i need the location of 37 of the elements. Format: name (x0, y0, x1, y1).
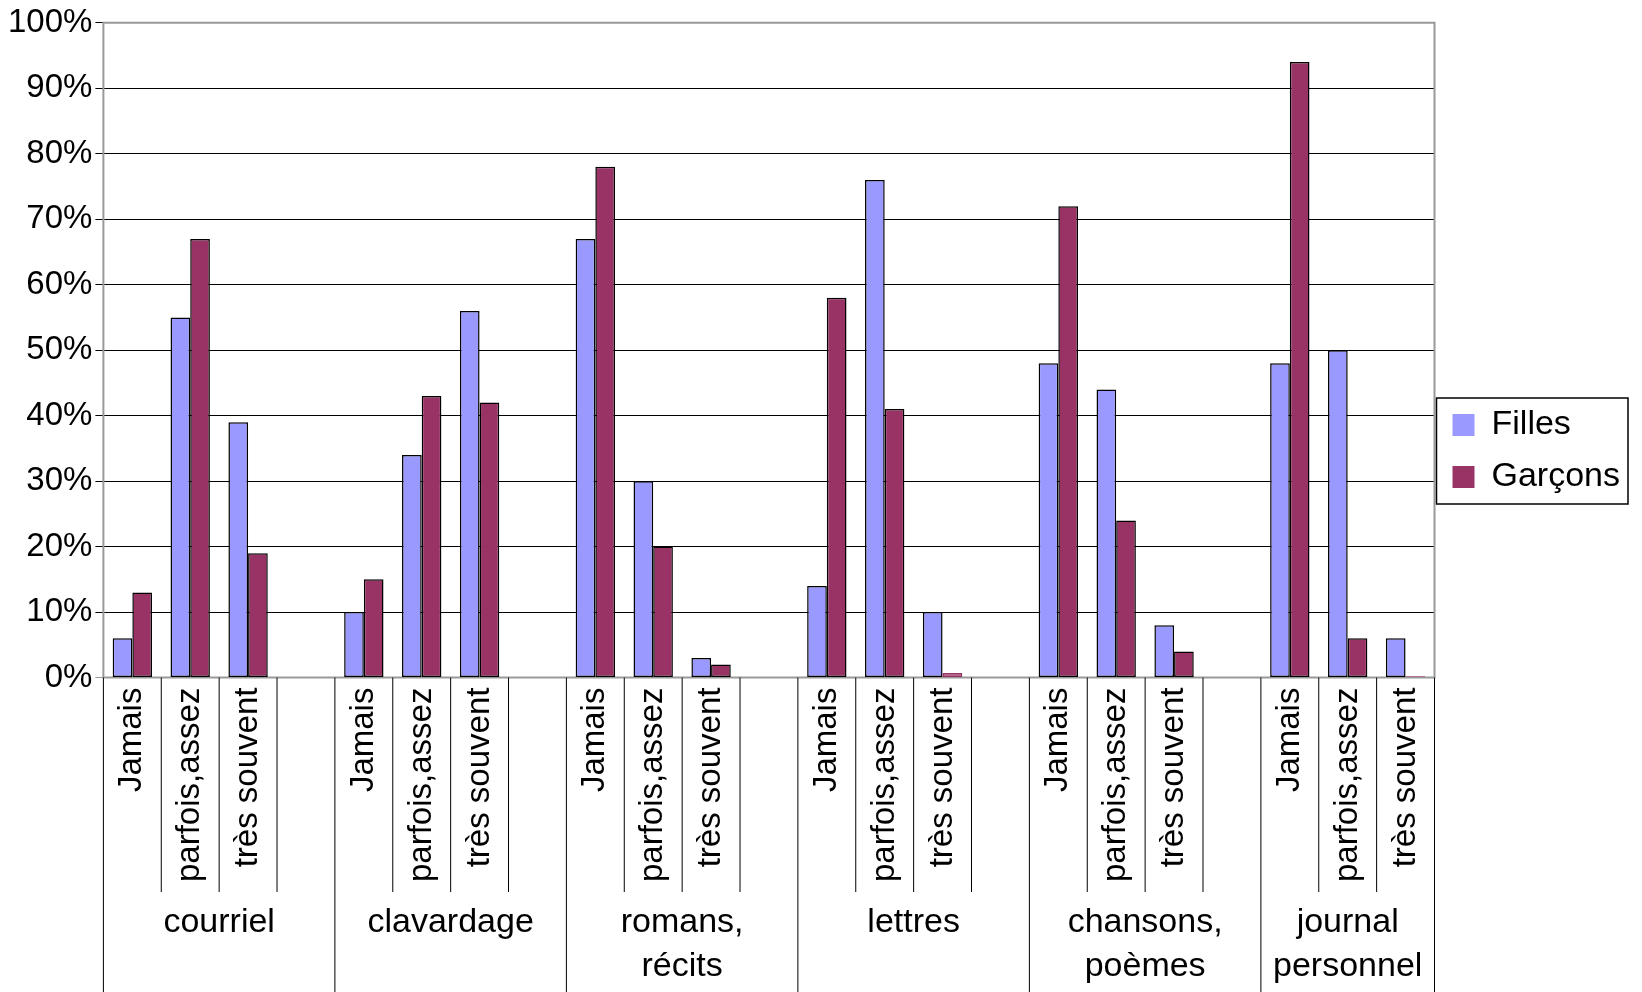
x-tick-label: très souvent (921, 687, 959, 868)
x-tick-label: parfois,assez (1326, 687, 1364, 883)
x-tick-label: parfois,assez (863, 687, 901, 883)
y-tick-label: 30% (26, 460, 93, 498)
x-tick-label: très souvent (1384, 687, 1422, 868)
text: courriel (163, 901, 275, 940)
y-tick-label: 10% (26, 591, 93, 629)
x-tick-label: très souvent (458, 687, 496, 868)
text: journal personnel (1273, 901, 1423, 984)
x-tick-label: parfois,assez (632, 687, 670, 883)
x-tick-label: Jamais (574, 687, 612, 793)
text: clavardage (367, 901, 534, 940)
y-tick-label: 70% (26, 198, 93, 236)
x-tick-label: Jamais (1268, 687, 1306, 793)
legend-label: Garçons (1491, 455, 1620, 494)
y-tick-label: 40% (26, 394, 93, 432)
y-tick-label: 60% (26, 263, 93, 301)
y-tick-label: 0% (44, 656, 93, 694)
x-tick-label: très souvent (227, 687, 265, 868)
y-tick-label: 100% (8, 1, 93, 39)
text: lettres (867, 901, 960, 940)
text: romans, récits (620, 901, 744, 984)
text: chansons, poèmes (1067, 901, 1223, 984)
x-tick-label: très souvent (1153, 687, 1191, 868)
x-tick-label: Jamais (1037, 687, 1075, 793)
y-tick-label: 20% (26, 525, 93, 563)
x-tick-label: parfois,assez (400, 687, 438, 883)
x-tick-label: Jamais (805, 687, 843, 793)
y-tick-label: 80% (26, 132, 93, 170)
x-tick-label: Jamais (111, 687, 149, 793)
x-tick-label: Jamais (342, 687, 380, 793)
x-tick-label: très souvent (690, 687, 728, 868)
x-tick-label: parfois,assez (169, 687, 207, 883)
y-tick-label: 50% (26, 329, 93, 367)
y-tick-label: 90% (26, 67, 93, 105)
x-tick-label: parfois,assez (1095, 687, 1133, 883)
legend-label: Filles (1491, 403, 1571, 442)
